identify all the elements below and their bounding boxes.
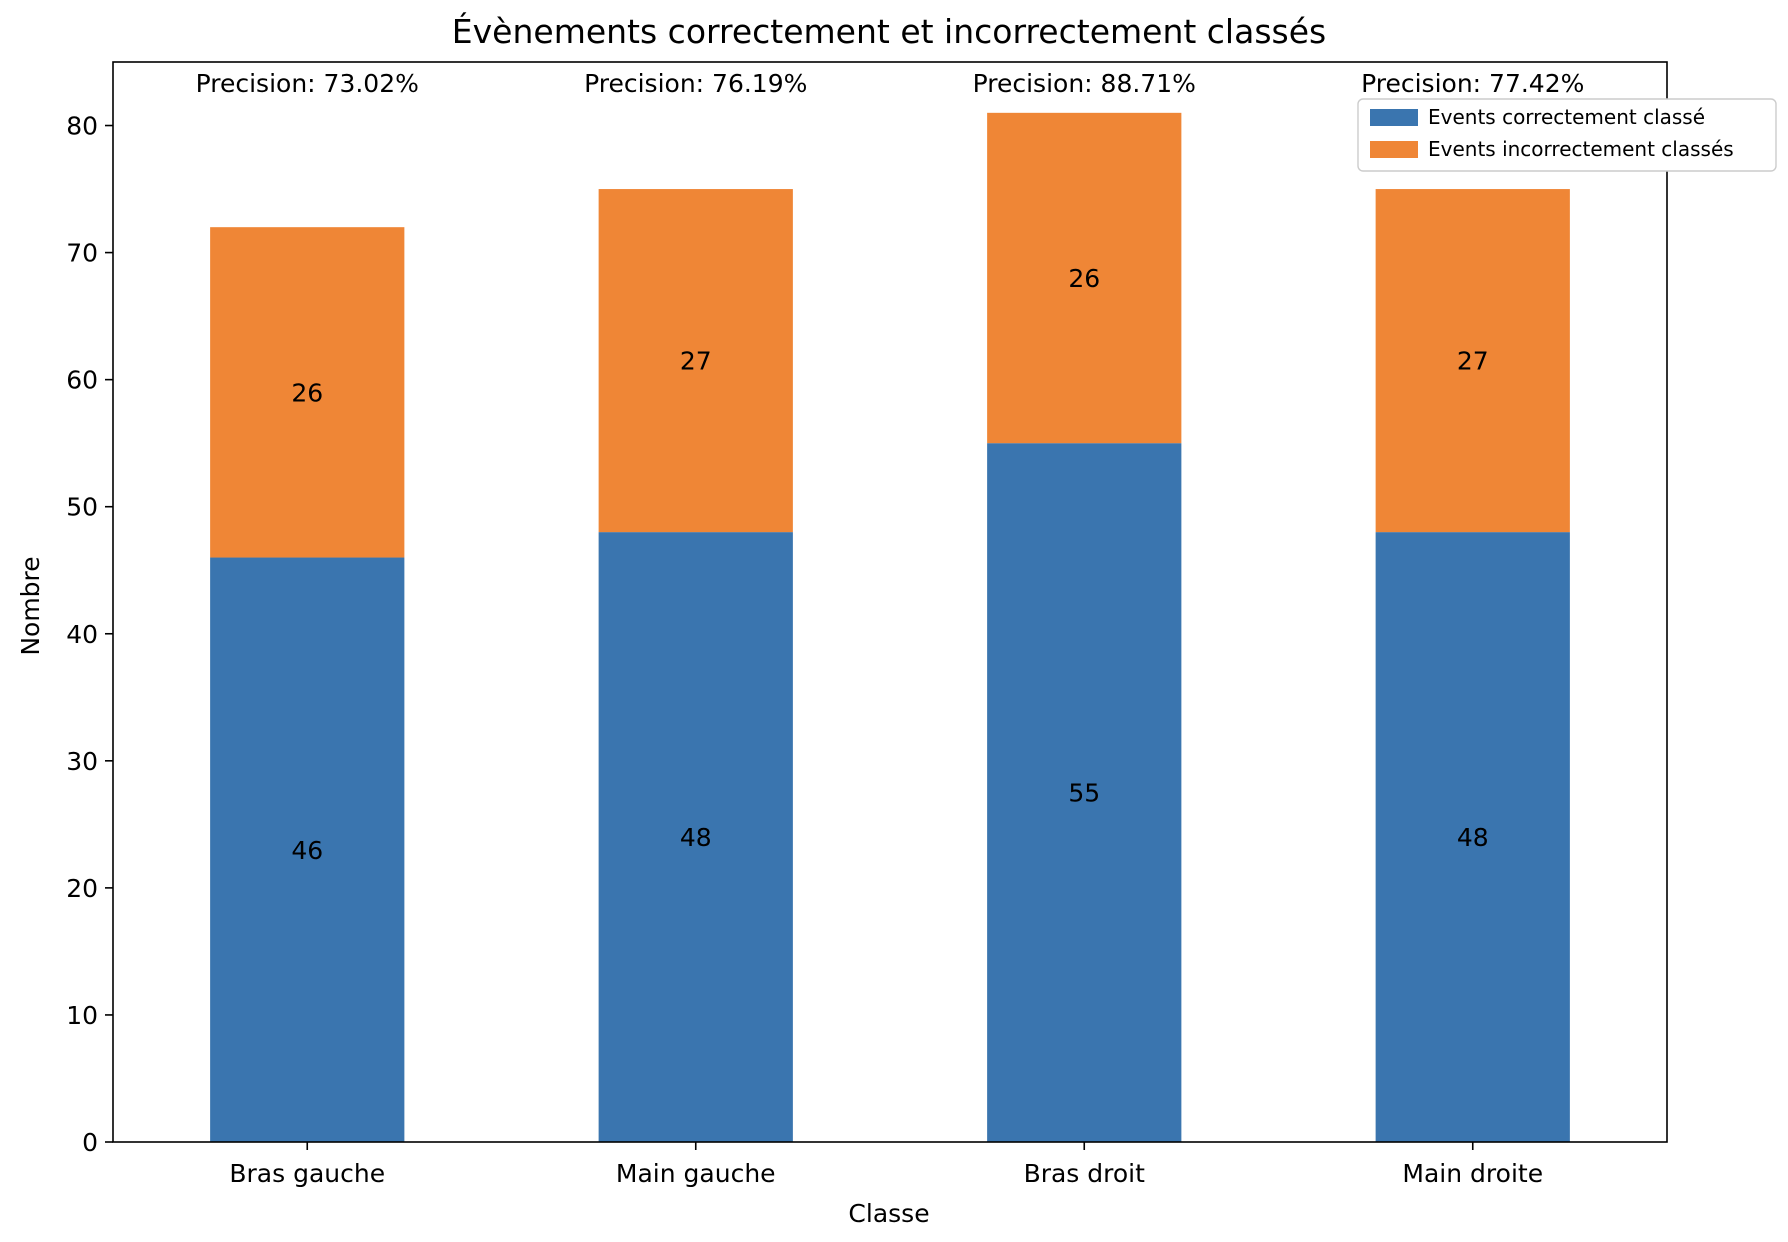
x-axis-label: Classe [848, 1199, 929, 1228]
y-tick-label: 30 [66, 747, 98, 776]
bar-value-label: 26 [1068, 264, 1100, 293]
y-tick-label: 60 [66, 366, 98, 395]
x-tick-label: Bras gauche [229, 1159, 385, 1188]
x-tick-label: Main droite [1402, 1159, 1543, 1188]
bar-segment-2-4 [1375, 189, 1570, 533]
y-axis: 0 10 20 30 40 50 60 70 80 [66, 112, 113, 1157]
legend-swatch-2 [1370, 141, 1418, 158]
x-tick-label: Bras droit [1024, 1159, 1146, 1188]
precision-annotation: Precision: 73.02% [196, 69, 419, 98]
chart-title: Évènements correctement et incorrectemen… [452, 11, 1326, 51]
bar-segment-1-4 [1375, 532, 1570, 1142]
y-tick-label: 70 [66, 239, 98, 268]
bar-value-label: 27 [1457, 347, 1489, 376]
bar-segment-2-1 [210, 227, 405, 558]
y-tick-label: 50 [66, 493, 98, 522]
bar-segment-1-3 [987, 443, 1182, 1142]
bar-value-label: 48 [1457, 823, 1489, 852]
legend-box [1357, 98, 1777, 172]
bars-group [210, 112, 1570, 1142]
bar-segment-1-1 [210, 557, 405, 1142]
bar-value-label: 48 [680, 823, 712, 852]
legend-label-2: Events incorrectement classés [1428, 137, 1734, 161]
plot-frame [112, 61, 1668, 1143]
y-axis-label: Nombre [16, 556, 45, 655]
y-tick-label: 10 [66, 1001, 98, 1030]
x-axis: Bras gauche Main gauche Bras droit Main dro… [229, 1142, 1543, 1188]
y-tick-label: 20 [66, 874, 98, 903]
legend-label-1: Events correctement classé [1428, 105, 1705, 129]
precision-annotation: Precision: 77.42% [1361, 69, 1584, 98]
precision-annotation: Precision: 88.71% [973, 69, 1196, 98]
precision-labels-group: Precision: 73.02% Precision: 76.19% Precis… [196, 69, 1585, 98]
y-tick-label: 0 [82, 1128, 98, 1157]
bar-segment-2-2 [598, 189, 793, 533]
y-tick-label: 40 [66, 620, 98, 649]
legend-swatch-1 [1370, 109, 1418, 126]
bar-value-label: 27 [680, 347, 712, 376]
x-tick-label: Main gauche [616, 1159, 776, 1188]
bar-value-label: 46 [291, 836, 323, 865]
bar-segment-2-3 [987, 112, 1182, 444]
bar-segment-1-2 [598, 532, 793, 1142]
bar-value-label: 26 [291, 378, 323, 407]
legend-entries: Events correctement classé Events incorre… [1370, 105, 1734, 161]
legend: Events correctement classé Events incorre… [1357, 98, 1777, 172]
precision-annotation: Precision: 76.19% [584, 69, 807, 98]
y-tick-label: 80 [66, 112, 98, 141]
value-labels-group: 46 26 48 27 55 26 48 27 [291, 264, 1488, 865]
bar-value-label: 55 [1068, 779, 1100, 808]
